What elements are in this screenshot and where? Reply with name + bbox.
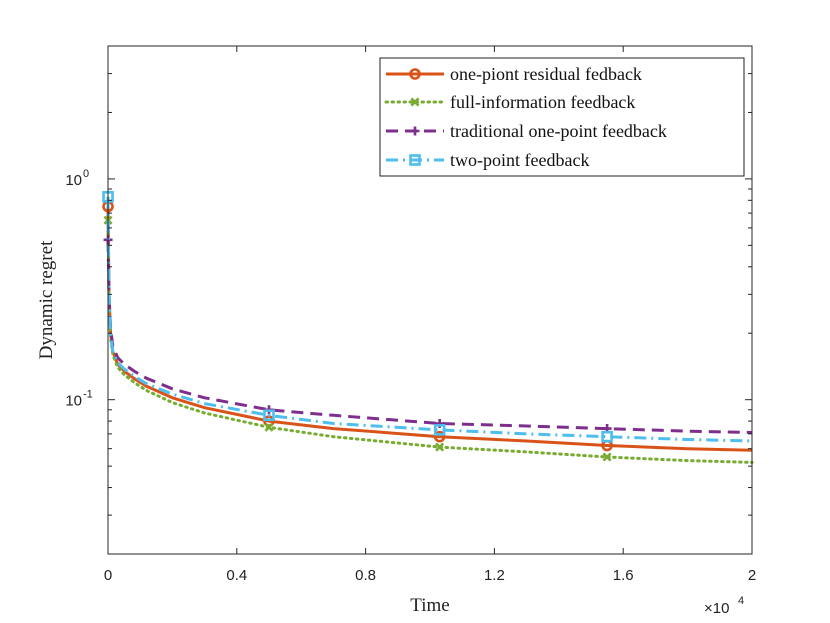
x-tick-label-3: 1.2 xyxy=(484,567,505,584)
legend-label-0: one-piont residual fedback xyxy=(450,64,642,84)
y-tick-base-0: 10 xyxy=(65,393,82,410)
series-1-marker-1 xyxy=(264,422,274,432)
legend: one-piont residual fedback full-informat… xyxy=(379,57,745,177)
y-tick-exp-1: 0 xyxy=(83,168,89,180)
series-line-2 xyxy=(106,239,753,434)
legend-label-2: traditional one-point feedback xyxy=(450,121,667,141)
series-3-marker-2 xyxy=(433,424,446,436)
series-1-marker-3 xyxy=(602,452,612,462)
series-3-marker-1 xyxy=(263,409,275,422)
y-tick-label-0: 10 -1 xyxy=(65,389,92,410)
x-tick-label-4: 1.6 xyxy=(613,567,634,584)
legend-box xyxy=(379,57,745,177)
axes-frame xyxy=(107,45,753,555)
legend-marker-0 xyxy=(409,68,421,80)
legend-label-3: two-point feedback xyxy=(450,150,589,170)
y-tick-label-1: 10 0 xyxy=(65,168,89,189)
x-tick-label-2: 0.8 xyxy=(355,567,376,584)
series-line-1 xyxy=(106,218,754,464)
x-axis-multiplier: ×10 4 xyxy=(704,595,744,617)
series-0-marker-2 xyxy=(433,430,446,443)
series-3-marker-3 xyxy=(601,430,613,443)
y-axis-title: Dynamic regret xyxy=(36,240,57,359)
x-tick-label-0: 0 xyxy=(104,567,112,584)
x-tick-label-5: 2 xyxy=(748,567,756,584)
x-tick-label-1: 0.4 xyxy=(226,567,247,584)
x-axis-title: Time xyxy=(410,595,449,616)
svg-text:×10: ×10 xyxy=(704,600,729,617)
legend-label-1: full-information feedback xyxy=(450,92,635,112)
svg-text:4: 4 xyxy=(738,595,744,607)
series-1-marker-2 xyxy=(435,442,445,452)
legend-marker-1 xyxy=(410,97,420,107)
legend-marker-3 xyxy=(409,154,421,166)
legend-marker-2 xyxy=(410,126,420,136)
series-line-3 xyxy=(106,196,753,443)
y-tick-exp-0: -1 xyxy=(83,389,93,401)
legend-lines xyxy=(384,68,446,166)
y-tick-base-1: 10 xyxy=(65,172,82,189)
